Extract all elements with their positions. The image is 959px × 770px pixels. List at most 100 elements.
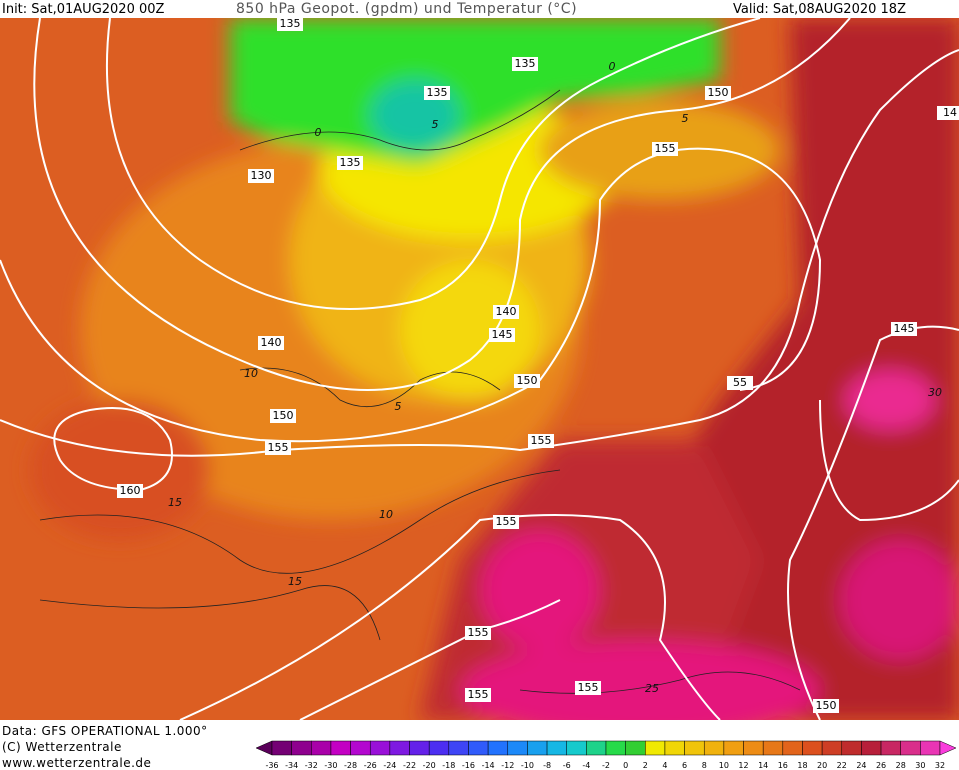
label-box xyxy=(117,484,143,498)
label-box xyxy=(493,515,519,529)
temperature-label: 10 xyxy=(379,508,393,521)
colorbar-bin xyxy=(821,740,843,756)
colorbar-label: -2 xyxy=(602,761,610,770)
label-box xyxy=(337,156,363,170)
geopotential-label: 155 xyxy=(468,626,489,639)
colorbar-bin xyxy=(507,740,528,756)
colorbar-bin xyxy=(684,740,705,756)
label-box xyxy=(258,336,284,350)
geopotential-label: 150 xyxy=(708,86,729,99)
colorbar-label: -14 xyxy=(482,761,495,770)
colorbar-bin xyxy=(369,740,391,756)
label-box xyxy=(248,169,274,183)
contour xyxy=(0,49,959,457)
colorbar-label: 26 xyxy=(876,761,886,770)
geopotential-label: 155 xyxy=(655,142,676,155)
colorbar-arrow xyxy=(939,740,957,756)
geopotential-label: 155 xyxy=(578,681,599,694)
geopotential-label: 150 xyxy=(816,699,837,712)
label-box xyxy=(575,681,601,695)
geopotential-label: 135 xyxy=(427,86,448,99)
colorbar-label: -10 xyxy=(521,761,534,770)
colorbar-label: 12 xyxy=(738,761,748,770)
temperature-label: 25 xyxy=(645,682,659,695)
colorbar-bin xyxy=(900,740,921,756)
colorbar-bin xyxy=(546,740,567,756)
isotherm xyxy=(39,469,561,574)
colorbar-label: -20 xyxy=(423,761,436,770)
temperature-label: 5 xyxy=(432,118,439,131)
init-time: Init: Sat,01AUG2020 00Z xyxy=(2,2,165,17)
label-box xyxy=(512,57,538,71)
copyright: (C) Wetterzentrale xyxy=(2,740,122,754)
colorbar-bin xyxy=(782,740,803,756)
geopotential-label: 155 xyxy=(531,434,552,447)
colorbar-label: 10 xyxy=(719,761,729,770)
colorbar-label: -16 xyxy=(462,761,475,770)
geopotential-label: 55 xyxy=(733,376,747,389)
colorbar-bin xyxy=(468,740,489,756)
colorbar-label: 28 xyxy=(896,761,906,770)
website: www.wetterzentrale.de xyxy=(2,756,151,770)
field-yellow xyxy=(400,260,540,400)
colorbar-bin xyxy=(291,740,312,756)
temperature-label: 15 xyxy=(168,496,182,509)
colorbar-bin xyxy=(920,740,941,756)
temperature-label: 10 xyxy=(244,367,258,380)
colorbar-bin xyxy=(330,740,351,756)
colorbar-bin xyxy=(625,740,646,756)
map-title: 850 hPa Geopot. (gpdm) und Temperatur (°… xyxy=(236,1,577,17)
colorbar-bin xyxy=(762,740,784,756)
temperature-label: 30 xyxy=(928,386,942,399)
geopotential-label: 145 xyxy=(894,322,915,335)
label-box xyxy=(652,142,678,156)
colorbar-bin xyxy=(428,740,450,756)
colorbar-label: -22 xyxy=(403,761,416,770)
contour-labels: 1351351351351301501551401401451501501551… xyxy=(117,17,959,713)
colorbar-bin xyxy=(409,740,430,756)
geopotential-label: 135 xyxy=(280,17,301,30)
colorbar-label: -8 xyxy=(543,761,551,770)
colorbar-label: 20 xyxy=(817,761,827,770)
colorbar-bin xyxy=(645,740,666,756)
colorbar-label: 22 xyxy=(837,761,847,770)
temperature-label: 15 xyxy=(288,575,302,588)
isotherm xyxy=(239,367,501,407)
colorbar-label: -30 xyxy=(324,761,337,770)
colorbar-bin xyxy=(311,740,332,756)
geopotential-label: 155 xyxy=(468,688,489,701)
colorbar: -36 -34 -32 -30 -28 -26 -24 -22 -20 -18 -16 -14 -12-… xyxy=(255,740,957,770)
colorbar-bin xyxy=(566,740,587,756)
label-box xyxy=(277,18,303,31)
label-box xyxy=(891,322,917,336)
colorbar-bin xyxy=(271,740,292,756)
temperature-field xyxy=(30,18,959,720)
geopotential-label: 135 xyxy=(515,57,536,70)
geopotential-label: 130 xyxy=(251,169,272,182)
colorbar-bin xyxy=(605,740,626,756)
isotherm xyxy=(519,671,801,694)
colorbar-label: 30 xyxy=(915,761,925,770)
colorbar-arrow xyxy=(255,740,273,756)
temperature-label: 0 xyxy=(609,60,616,73)
label-box xyxy=(937,106,959,120)
field-magenta xyxy=(480,530,600,650)
isotherm xyxy=(39,585,381,641)
geopotential-label: 160 xyxy=(120,484,141,497)
colorbar-bin xyxy=(448,740,469,756)
colorbar-label: -28 xyxy=(344,761,357,770)
label-box xyxy=(270,409,296,423)
geopotential-label: 140 xyxy=(261,336,282,349)
colorbar-bin xyxy=(880,740,901,756)
map: 1351351351351301501551401401451501501551… xyxy=(0,17,959,720)
colorbar-bin xyxy=(527,740,548,756)
colorbar-label: 18 xyxy=(797,761,807,770)
data-source: Data: GFS OPERATIONAL 1.000° xyxy=(2,724,208,738)
field-magenta xyxy=(460,640,820,720)
field-green xyxy=(230,18,720,165)
footer: Data: GFS OPERATIONAL 1.000° (C) Wetterz… xyxy=(2,724,208,770)
field-magenta xyxy=(840,540,959,660)
field-magenta xyxy=(845,370,935,430)
label-box xyxy=(705,86,731,100)
colorbar-label: -32 xyxy=(305,761,318,770)
